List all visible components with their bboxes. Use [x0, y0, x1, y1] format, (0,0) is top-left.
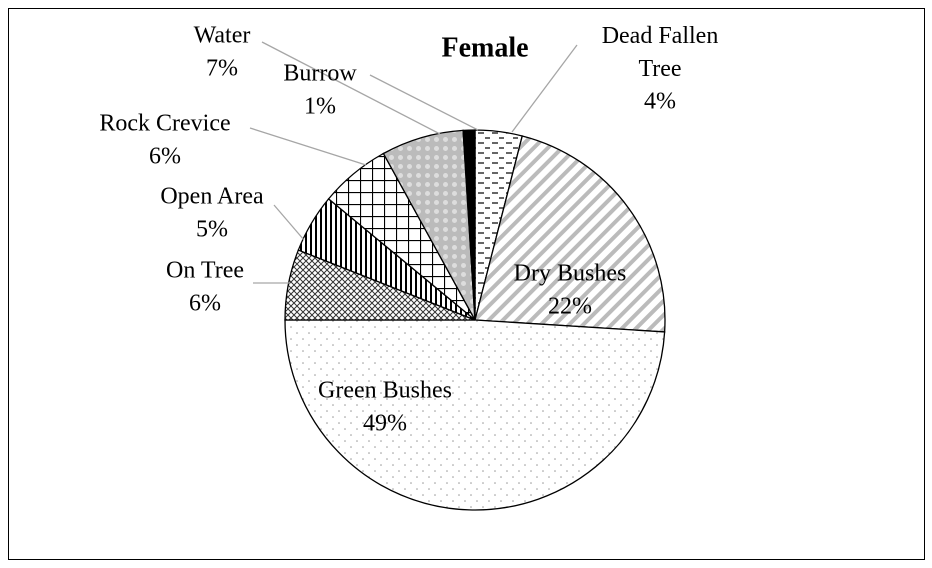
pie-slice [462, 129, 476, 321]
leader-line [261, 41, 441, 135]
value-label: 1% [304, 94, 336, 120]
slice-label: Green Bushes [318, 378, 452, 404]
slice-label: Dead Fallen Tree [602, 23, 719, 82]
leader-line [511, 44, 578, 133]
value-label: 4% [644, 89, 676, 115]
slice-label: Rock Crevice [99, 111, 230, 137]
slice-label-line: Dead Fallen [602, 23, 719, 49]
chart-title: Female [441, 32, 528, 63]
value-label: 6% [149, 144, 181, 170]
value-label: 7% [206, 56, 238, 82]
value-label: 5% [196, 217, 228, 243]
value-label: 22% [548, 294, 592, 320]
leader-line [249, 127, 367, 166]
slice-label: Water [194, 23, 251, 49]
slice-label-line: Tree [638, 56, 681, 82]
slice-label: Open Area [160, 184, 264, 210]
value-label: 6% [189, 291, 221, 317]
slice-label: Burrow [283, 61, 357, 87]
value-label: 49% [363, 411, 407, 437]
slice-label: Dry Bushes [514, 261, 627, 287]
pie-slice [474, 135, 666, 333]
leader-line [369, 74, 479, 131]
leader-line [273, 204, 305, 241]
slice-label: On Tree [166, 258, 244, 284]
pie-slice [284, 319, 666, 511]
